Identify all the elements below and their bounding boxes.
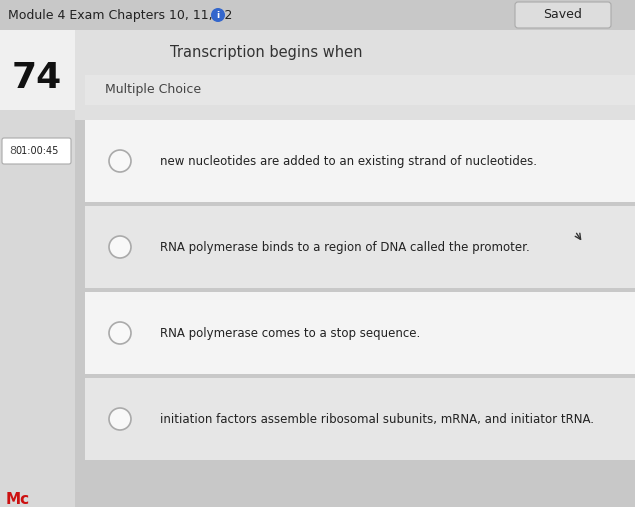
FancyBboxPatch shape bbox=[515, 2, 611, 28]
Text: 8: 8 bbox=[9, 146, 16, 156]
FancyBboxPatch shape bbox=[0, 0, 635, 30]
FancyBboxPatch shape bbox=[75, 30, 635, 120]
Circle shape bbox=[211, 8, 225, 22]
Text: RNA polymerase binds to a region of DNA called the promoter.: RNA polymerase binds to a region of DNA … bbox=[160, 240, 530, 254]
Circle shape bbox=[109, 236, 131, 258]
FancyBboxPatch shape bbox=[85, 292, 635, 374]
FancyBboxPatch shape bbox=[85, 120, 635, 202]
Text: Module 4 Exam Chapters 10, 11, 12: Module 4 Exam Chapters 10, 11, 12 bbox=[8, 9, 232, 21]
FancyBboxPatch shape bbox=[85, 378, 635, 460]
Text: initiation factors assemble ribosomal subunits, mRNA, and initiator tRNA.: initiation factors assemble ribosomal su… bbox=[160, 413, 594, 425]
FancyBboxPatch shape bbox=[85, 206, 635, 288]
Text: new nucleotides are added to an existing strand of nucleotides.: new nucleotides are added to an existing… bbox=[160, 155, 537, 167]
Text: RNA polymerase comes to a stop sequence.: RNA polymerase comes to a stop sequence. bbox=[160, 327, 420, 340]
Circle shape bbox=[109, 150, 131, 172]
FancyBboxPatch shape bbox=[85, 75, 635, 105]
FancyBboxPatch shape bbox=[2, 138, 71, 164]
FancyBboxPatch shape bbox=[0, 110, 75, 507]
Text: Mc: Mc bbox=[6, 491, 30, 506]
Circle shape bbox=[109, 322, 131, 344]
Circle shape bbox=[109, 408, 131, 430]
Text: i: i bbox=[217, 11, 220, 19]
Text: Multiple Choice: Multiple Choice bbox=[105, 84, 201, 96]
Text: Saved: Saved bbox=[544, 9, 582, 21]
Text: 01:00:45: 01:00:45 bbox=[15, 146, 58, 156]
FancyBboxPatch shape bbox=[0, 30, 75, 110]
Text: 74: 74 bbox=[12, 61, 62, 95]
Text: Transcription begins when: Transcription begins when bbox=[170, 45, 363, 59]
